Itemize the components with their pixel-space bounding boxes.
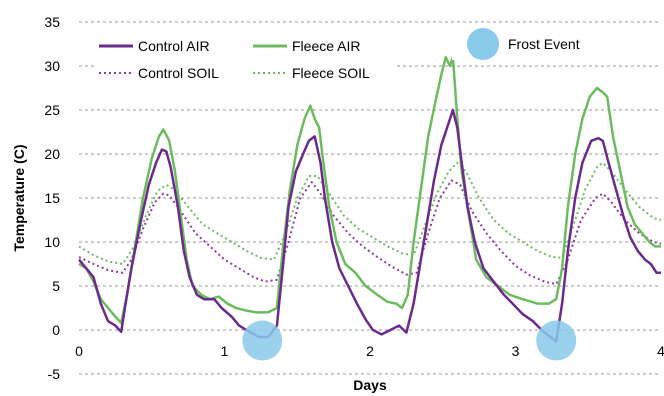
y-tick-label: 5 bbox=[52, 278, 60, 294]
y-tick-label: 10 bbox=[44, 234, 60, 250]
y-tick-label: 30 bbox=[44, 58, 60, 74]
legend-label: Control AIR bbox=[138, 38, 210, 54]
legend-label: Fleece AIR bbox=[292, 38, 360, 54]
frost-event-markers bbox=[242, 320, 577, 361]
legend-frost-swatch bbox=[467, 28, 499, 60]
x-tick-label: 4 bbox=[657, 343, 664, 359]
y-tick-label: 0 bbox=[52, 322, 60, 338]
x-tick-label: 0 bbox=[75, 343, 83, 359]
x-tick-label: 2 bbox=[366, 343, 374, 359]
legend-label: Control SOIL bbox=[138, 65, 219, 81]
y-tick-label: 25 bbox=[44, 102, 60, 118]
series-line-fleece-air bbox=[78, 55, 661, 325]
y-axis-title: Temperature (C) bbox=[11, 144, 27, 251]
legend-label: Fleece SOIL bbox=[292, 65, 370, 81]
legend: Control AIR Fleece AIR Control SOIL Fleece … bbox=[94, 28, 608, 88]
frost-event-marker bbox=[242, 320, 283, 361]
y-tick-label: 15 bbox=[44, 190, 60, 206]
x-tick-label: 3 bbox=[512, 343, 520, 359]
y-tick-label: -5 bbox=[48, 366, 61, 382]
frost-event-marker bbox=[536, 320, 577, 361]
series-line-control-soil bbox=[78, 179, 662, 286]
legend-background bbox=[94, 32, 394, 88]
x-axis-title: Days bbox=[353, 377, 387, 393]
y-tick-label: 35 bbox=[44, 14, 60, 30]
tick-labels: -5 0 5 10 15 20 25 30 35 0 1 2 3 4 bbox=[44, 14, 664, 382]
series-line-fleece-soil bbox=[78, 161, 662, 265]
y-tick-label: 20 bbox=[44, 146, 60, 162]
x-tick-label: 1 bbox=[221, 343, 229, 359]
series-lines bbox=[78, 55, 662, 343]
series-line-control-air bbox=[78, 108, 661, 343]
legend-label: Frost Event bbox=[508, 36, 580, 52]
